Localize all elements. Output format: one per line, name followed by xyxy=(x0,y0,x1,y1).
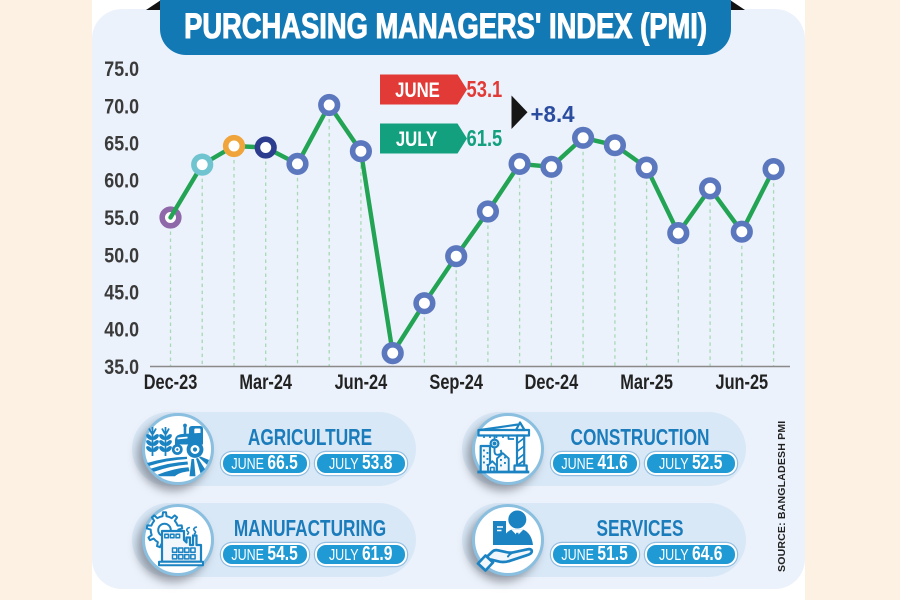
svg-text:55.0: 55.0 xyxy=(104,207,139,231)
svg-text:60.0: 60.0 xyxy=(104,169,139,193)
svg-text:Mar-25: Mar-25 xyxy=(620,371,673,395)
svg-text:Mar-24: Mar-24 xyxy=(239,371,292,395)
svg-text:+8.4: +8.4 xyxy=(531,100,575,127)
svg-text:40.0: 40.0 xyxy=(104,318,139,342)
svg-text:75.0: 75.0 xyxy=(104,58,139,82)
svg-text:50.0: 50.0 xyxy=(104,244,139,268)
svg-text:61.5: 61.5 xyxy=(467,126,503,151)
svg-text:JULY: JULY xyxy=(396,128,437,151)
svg-text:Dec-24: Dec-24 xyxy=(525,371,579,395)
svg-text:35.0: 35.0 xyxy=(104,356,139,380)
svg-text:Dec-23: Dec-23 xyxy=(144,371,198,395)
svg-text:53.1: 53.1 xyxy=(467,77,503,102)
svg-text:JUNE: JUNE xyxy=(395,79,440,102)
svg-text:Sep-24: Sep-24 xyxy=(429,371,483,395)
svg-text:70.0: 70.0 xyxy=(104,95,139,119)
svg-text:Jun-25: Jun-25 xyxy=(715,371,768,395)
svg-text:Jun-24: Jun-24 xyxy=(335,371,388,395)
svg-text:45.0: 45.0 xyxy=(104,281,139,305)
svg-text:65.0: 65.0 xyxy=(104,132,139,156)
